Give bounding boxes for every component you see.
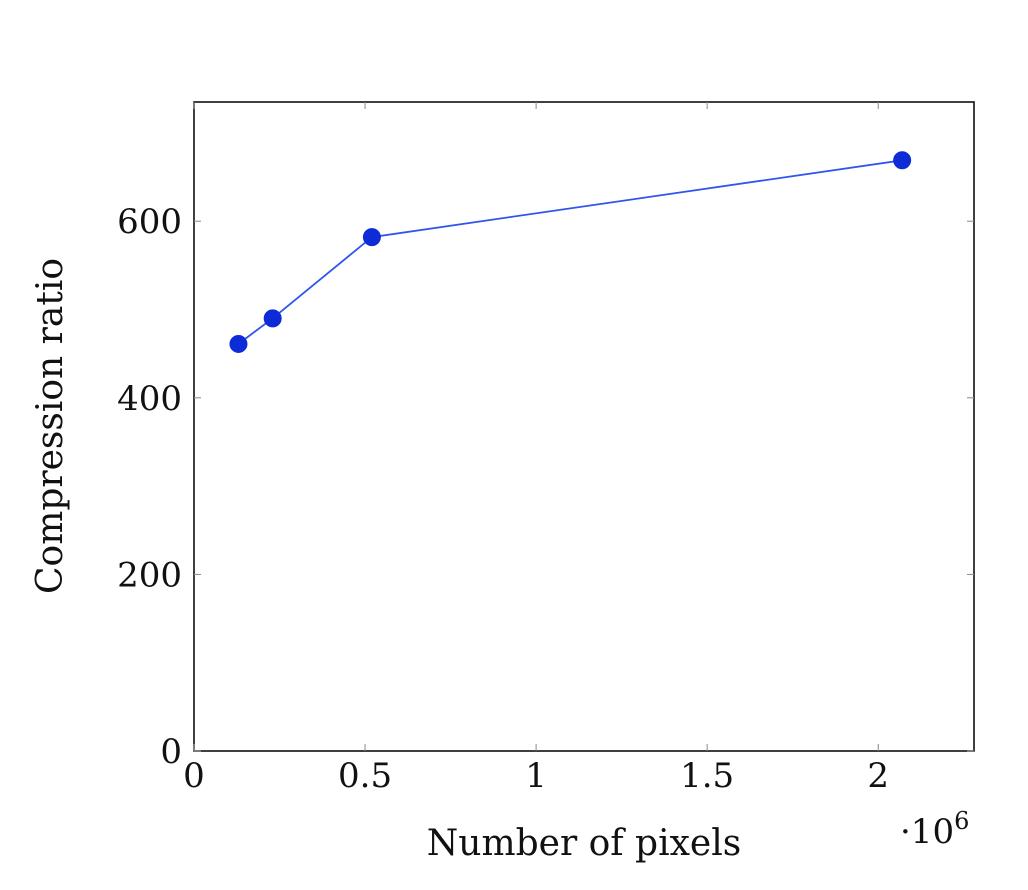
y-tick-label: 400 bbox=[117, 379, 182, 419]
data-point bbox=[263, 309, 282, 328]
y-tick-label: 0 bbox=[160, 732, 182, 772]
x-tick-label: 1 bbox=[525, 756, 547, 796]
x-axis-multiplier-exponent: 6 bbox=[954, 807, 969, 835]
x-tick-label: 2 bbox=[867, 756, 889, 796]
x-tick-label: 0.5 bbox=[338, 756, 392, 796]
series-group bbox=[229, 151, 912, 353]
y-tick-label: 200 bbox=[117, 555, 182, 595]
x-axis-multiplier-base: ·10 bbox=[900, 812, 954, 852]
data-point bbox=[893, 151, 912, 170]
series-line bbox=[237, 159, 903, 345]
data-point bbox=[362, 228, 381, 247]
y-axis-ticks: 0 200 400 600 bbox=[117, 202, 974, 772]
y-tick-label: 600 bbox=[117, 202, 182, 242]
x-axis-multiplier: ·106 bbox=[900, 807, 969, 852]
y-axis-title: Compression ratio bbox=[30, 258, 71, 594]
plot-frame bbox=[193, 101, 975, 752]
x-tick-label: 0 bbox=[183, 756, 205, 796]
x-axis-title: Number of pixels bbox=[427, 823, 741, 864]
x-tick-label: 1.5 bbox=[680, 756, 734, 796]
data-point bbox=[229, 334, 248, 353]
x-axis-ticks: 0 0.5 1 1.5 2 bbox=[183, 102, 889, 796]
